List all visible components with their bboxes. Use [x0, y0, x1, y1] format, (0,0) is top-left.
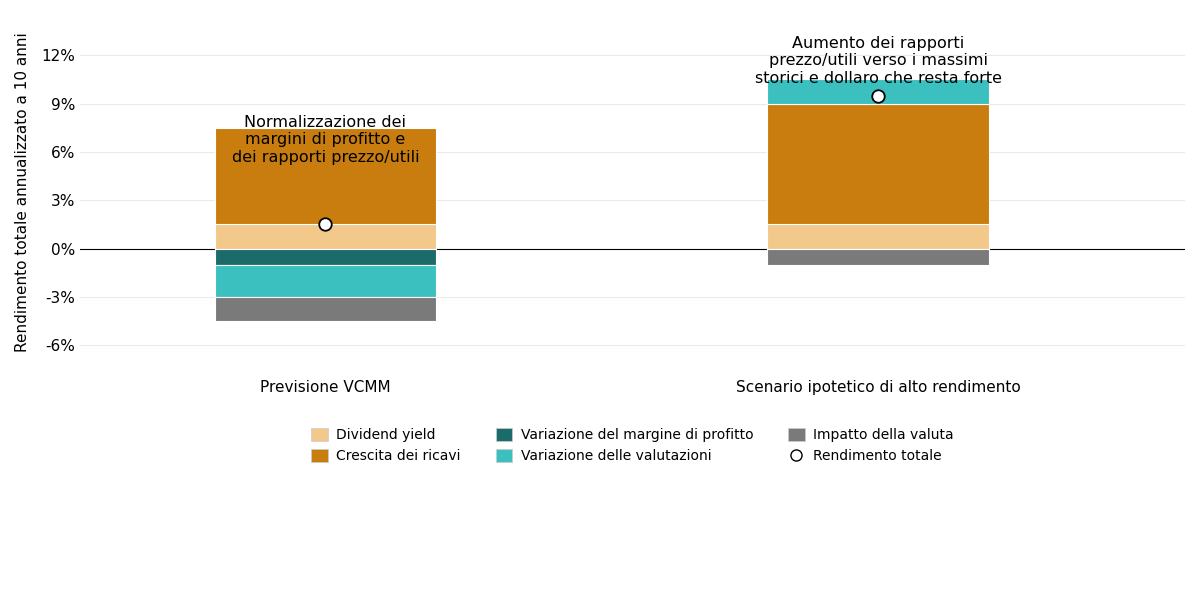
Bar — [768, 224, 989, 248]
Text: Normalizzazione dei
margini di profitto e
dei rapporti prezzo/utili: Normalizzazione dei margini di profitto … — [232, 115, 419, 164]
Legend: Dividend yield, Crescita dei ricavi, Variazione del margine di profitto, Variazi: Dividend yield, Crescita dei ricavi, Var… — [306, 422, 959, 469]
Bar — [215, 265, 436, 297]
Bar — [215, 128, 436, 224]
Bar — [215, 224, 436, 248]
Bar — [768, 104, 989, 224]
Bar — [768, 79, 989, 104]
Bar — [768, 248, 989, 265]
Bar — [215, 248, 436, 265]
Text: Aumento dei rapporti
prezzo/utili verso i massimi
storici e dollaro che resta fo: Aumento dei rapporti prezzo/utili verso … — [755, 36, 1002, 86]
Y-axis label: Rendimento totale annualizzato a 10 anni: Rendimento totale annualizzato a 10 anni — [16, 32, 30, 352]
Bar — [215, 297, 436, 321]
